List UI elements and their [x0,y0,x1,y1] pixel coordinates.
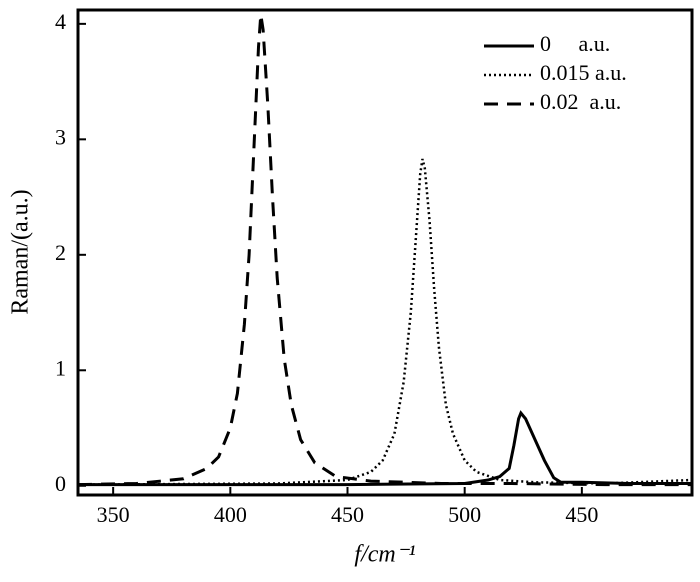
series-line [78,158,692,486]
series-line [78,410,692,487]
x-tick-label: 450 [565,502,598,527]
y-tick-label: 2 [55,240,66,265]
plot-frame [76,8,694,497]
legend-label: 0.02 a.u. [540,89,621,114]
series-line [78,14,692,487]
x-tick-label: 450 [331,502,364,527]
x-tick-label: 400 [214,502,247,527]
legend-label: 0.015 a.u. [540,60,627,85]
x-tick-label: 500 [448,502,481,527]
y-tick-label: 0 [55,471,66,496]
x-axis-label: f/cm⁻¹ [354,542,415,568]
y-axis-label: Raman/(a.u.) [8,189,34,314]
legend-label: 0 a.u. [540,31,610,56]
y-tick-label: 4 [55,9,66,34]
y-tick-label: 1 [55,355,66,380]
x-tick-label: 350 [97,502,130,527]
y-tick-label: 3 [55,124,66,149]
